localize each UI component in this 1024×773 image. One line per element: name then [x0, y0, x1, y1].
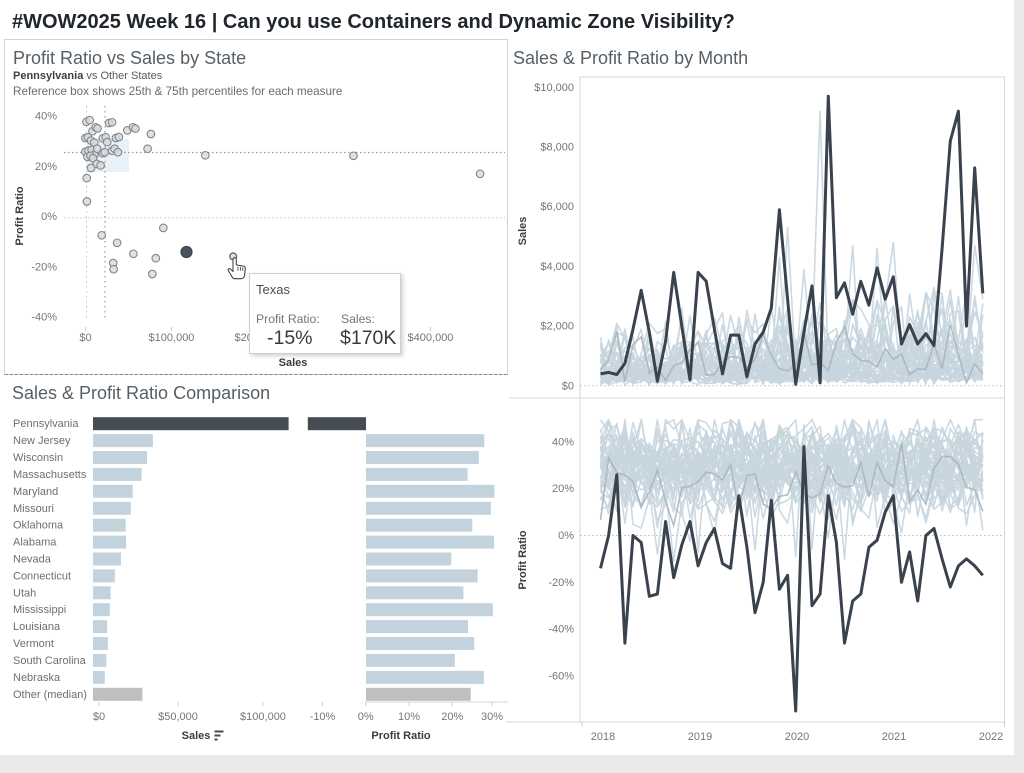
svg-text:Massachusetts: Massachusetts [13, 469, 87, 481]
svg-text:0%: 0% [41, 211, 57, 223]
svg-text:Sales: Sales [182, 730, 211, 742]
svg-text:0%: 0% [358, 711, 374, 723]
svg-text:-60%: -60% [548, 670, 574, 682]
svg-text:$100,000: $100,000 [240, 711, 286, 723]
svg-text:Mississippi: Mississippi [13, 604, 66, 616]
svg-text:Profit Ratio: Profit Ratio [371, 730, 431, 742]
svg-text:$100,000: $100,000 [149, 332, 195, 344]
svg-text:Sales: Sales [279, 357, 308, 369]
svg-text:Alabama: Alabama [13, 537, 57, 549]
svg-text:Wisconsin: Wisconsin [13, 452, 63, 464]
svg-text:$6,000: $6,000 [540, 201, 574, 213]
svg-text:40%: 40% [552, 436, 574, 448]
svg-text:-20%: -20% [31, 261, 57, 273]
svg-text:$10,000: $10,000 [534, 82, 574, 94]
svg-text:-40%: -40% [548, 624, 574, 636]
svg-text:$50,000: $50,000 [158, 711, 198, 723]
svg-text:Profit Ratio: Profit Ratio [517, 530, 529, 590]
svg-text:$400,000: $400,000 [408, 332, 454, 344]
svg-text:South Carolina: South Carolina [13, 655, 87, 667]
svg-text:2020: 2020 [785, 731, 809, 743]
svg-text:10%: 10% [398, 711, 420, 723]
svg-text:30%: 30% [481, 711, 503, 723]
svg-text:20%: 20% [35, 161, 57, 173]
svg-text:20%: 20% [552, 483, 574, 495]
svg-text:0%: 0% [558, 530, 574, 542]
svg-text:2018: 2018 [591, 731, 615, 743]
svg-text:Maryland: Maryland [13, 486, 58, 498]
svg-text:-20%: -20% [548, 577, 574, 589]
svg-text:$4,000: $4,000 [540, 261, 574, 273]
svg-text:$0: $0 [93, 711, 105, 723]
svg-text:-40%: -40% [31, 312, 57, 324]
svg-text:2021: 2021 [882, 731, 906, 743]
svg-text:Oklahoma: Oklahoma [13, 520, 64, 532]
svg-text:$8,000: $8,000 [540, 142, 574, 154]
svg-text:Other (median): Other (median) [13, 689, 87, 701]
svg-text:Louisiana: Louisiana [13, 621, 61, 633]
svg-text:2019: 2019 [688, 731, 712, 743]
svg-text:Nebraska: Nebraska [13, 672, 61, 684]
svg-text:$2,000: $2,000 [540, 321, 574, 333]
svg-text:Pennsylvania: Pennsylvania [13, 418, 79, 430]
svg-text:40%: 40% [35, 111, 57, 123]
svg-text:20%: 20% [441, 711, 463, 723]
svg-text:$0: $0 [562, 380, 574, 392]
svg-text:-10%: -10% [310, 711, 336, 723]
svg-text:Vermont: Vermont [13, 638, 54, 650]
svg-text:Nevada: Nevada [13, 554, 52, 566]
svg-text:2022: 2022 [979, 731, 1003, 743]
svg-text:Connecticut: Connecticut [13, 570, 71, 582]
svg-text:New Jersey: New Jersey [13, 435, 71, 447]
svg-text:Utah: Utah [13, 587, 36, 599]
svg-text:$0: $0 [79, 332, 91, 344]
svg-text:Missouri: Missouri [13, 503, 54, 515]
svg-text:Sales: Sales [517, 217, 529, 246]
svg-text:Profit Ratio: Profit Ratio [14, 186, 26, 246]
